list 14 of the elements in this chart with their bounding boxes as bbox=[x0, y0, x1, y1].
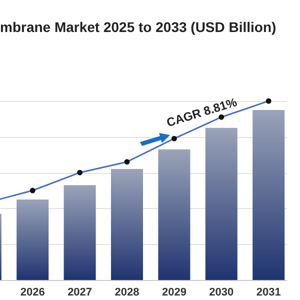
chart-title: mbrane Market 2025 to 2033 (USD Billion) bbox=[0, 19, 276, 35]
x-tick-label: 2030 bbox=[209, 286, 234, 298]
bar bbox=[64, 185, 96, 280]
bar bbox=[111, 169, 143, 280]
bar bbox=[16, 199, 49, 280]
bar bbox=[252, 110, 285, 280]
x-tick-label: 2028 bbox=[114, 286, 140, 298]
x-tick-label: 2027 bbox=[68, 286, 92, 298]
bar bbox=[158, 149, 190, 280]
x-tick-label: 2031 bbox=[256, 286, 281, 298]
x-tick-label: 2026 bbox=[20, 286, 45, 298]
bar bbox=[205, 128, 238, 280]
annotation: CAGR 8.81% bbox=[164, 94, 239, 130]
x-tick-label: 2029 bbox=[162, 286, 186, 298]
